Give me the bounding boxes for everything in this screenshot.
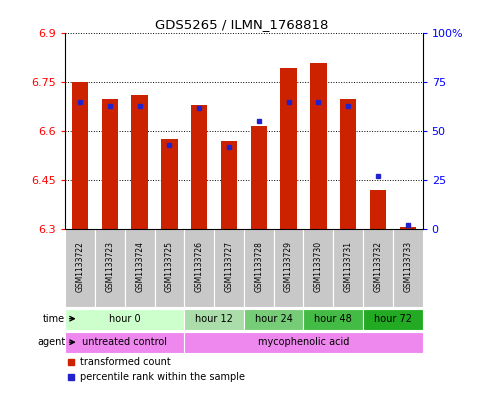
Text: hour 72: hour 72 bbox=[374, 314, 412, 324]
Text: time: time bbox=[43, 314, 65, 324]
Text: transformed count: transformed count bbox=[80, 357, 170, 367]
Bar bbox=[281, 68, 297, 229]
Bar bbox=[102, 99, 118, 229]
Bar bbox=[303, 309, 363, 330]
Bar bbox=[244, 309, 303, 330]
Text: GSM1133729: GSM1133729 bbox=[284, 241, 293, 292]
Text: GSM1133730: GSM1133730 bbox=[314, 241, 323, 292]
Bar bbox=[65, 309, 185, 330]
Bar bbox=[244, 229, 274, 307]
Text: hour 0: hour 0 bbox=[109, 314, 141, 324]
Bar bbox=[310, 63, 327, 229]
Bar bbox=[399, 228, 416, 229]
Text: agent: agent bbox=[37, 337, 65, 347]
Text: GSM1133724: GSM1133724 bbox=[135, 241, 144, 292]
Bar bbox=[131, 95, 148, 229]
Text: percentile rank within the sample: percentile rank within the sample bbox=[80, 373, 244, 382]
Bar bbox=[333, 229, 363, 307]
Text: GDS5265 / ILMN_1768818: GDS5265 / ILMN_1768818 bbox=[155, 18, 328, 31]
Bar bbox=[274, 229, 303, 307]
Bar bbox=[185, 309, 244, 330]
Bar bbox=[65, 332, 185, 353]
Text: GSM1133727: GSM1133727 bbox=[225, 241, 233, 292]
Text: hour 12: hour 12 bbox=[195, 314, 233, 324]
Bar bbox=[191, 105, 207, 229]
Bar bbox=[303, 229, 333, 307]
Bar bbox=[72, 83, 88, 229]
Text: GSM1133725: GSM1133725 bbox=[165, 241, 174, 292]
Text: GSM1133733: GSM1133733 bbox=[403, 241, 412, 292]
Text: mycophenolic acid: mycophenolic acid bbox=[258, 337, 349, 347]
Text: GSM1133723: GSM1133723 bbox=[105, 241, 114, 292]
Bar bbox=[214, 229, 244, 307]
Text: hour 24: hour 24 bbox=[255, 314, 293, 324]
Bar bbox=[65, 229, 95, 307]
Bar bbox=[340, 99, 356, 229]
Bar bbox=[363, 229, 393, 307]
Bar bbox=[155, 229, 185, 307]
Text: GSM1133728: GSM1133728 bbox=[255, 241, 263, 292]
Bar bbox=[125, 229, 155, 307]
Bar bbox=[363, 309, 423, 330]
Bar bbox=[161, 140, 178, 229]
Text: GSM1133722: GSM1133722 bbox=[76, 241, 85, 292]
Text: GSM1133732: GSM1133732 bbox=[373, 241, 383, 292]
Bar bbox=[370, 190, 386, 229]
Text: GSM1133726: GSM1133726 bbox=[195, 241, 204, 292]
Text: GSM1133731: GSM1133731 bbox=[344, 241, 353, 292]
Bar bbox=[185, 229, 214, 307]
Text: hour 48: hour 48 bbox=[314, 314, 352, 324]
Bar bbox=[95, 229, 125, 307]
Bar bbox=[393, 229, 423, 307]
Bar bbox=[251, 127, 267, 229]
Bar bbox=[185, 332, 423, 353]
Bar bbox=[221, 141, 237, 229]
Text: untreated control: untreated control bbox=[82, 337, 167, 347]
